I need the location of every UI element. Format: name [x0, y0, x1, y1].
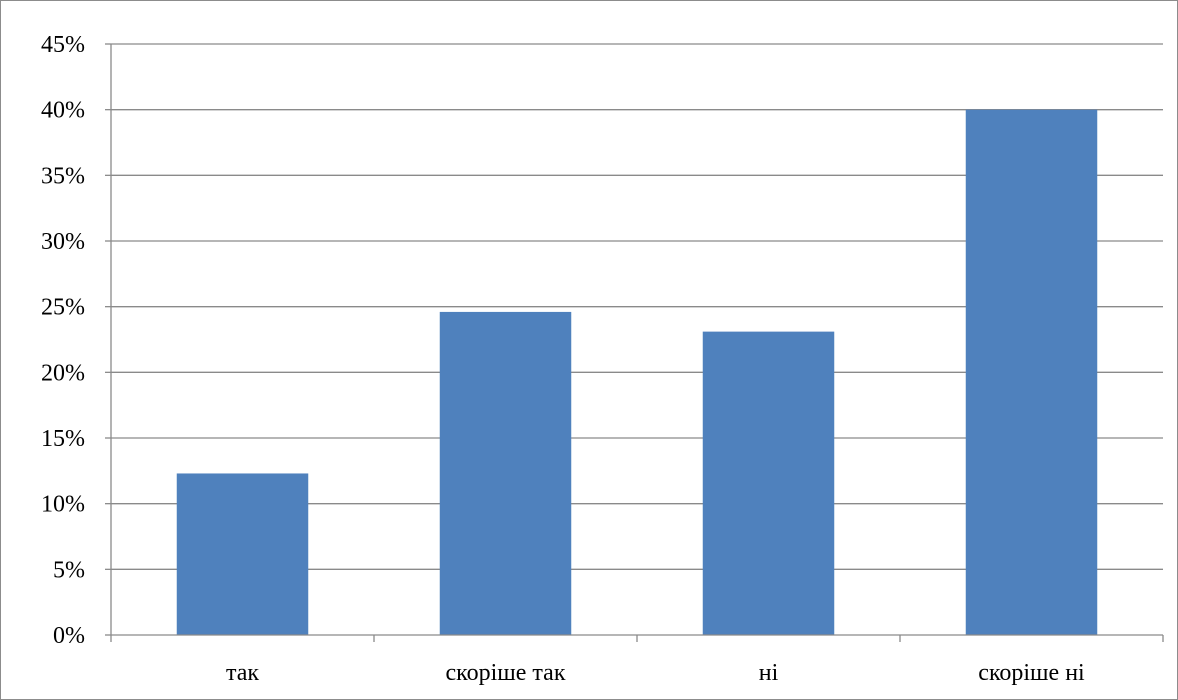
x-category-label: скоріше ні	[978, 660, 1085, 686]
y-tick-label: 5%	[53, 557, 85, 583]
bar	[439, 311, 572, 635]
bar	[176, 473, 309, 635]
y-tick-label: 40%	[41, 98, 85, 124]
axes	[105, 43, 1164, 642]
x-axis-category-labels: так скоріше так ні скоріше ні	[226, 660, 1085, 686]
y-tick-label: 45%	[41, 32, 85, 58]
bars	[176, 109, 1098, 635]
x-category-label: так	[226, 660, 259, 686]
bar	[965, 109, 1098, 635]
y-tick-label: 20%	[41, 360, 85, 386]
y-tick-label: 35%	[41, 163, 85, 189]
y-tick-label: 0%	[53, 623, 85, 649]
y-tick-label: 15%	[41, 426, 85, 452]
x-category-label: ні	[759, 660, 779, 686]
y-tick-label: 25%	[41, 295, 85, 321]
y-tick-label: 10%	[41, 492, 85, 518]
y-tick-label: 30%	[41, 229, 85, 255]
y-axis-tick-labels: 0% 5% 10% 15% 20% 25% 30% 35% 40% 45%	[41, 32, 85, 649]
bar	[702, 331, 835, 635]
x-category-label: скоріше так	[446, 660, 566, 686]
